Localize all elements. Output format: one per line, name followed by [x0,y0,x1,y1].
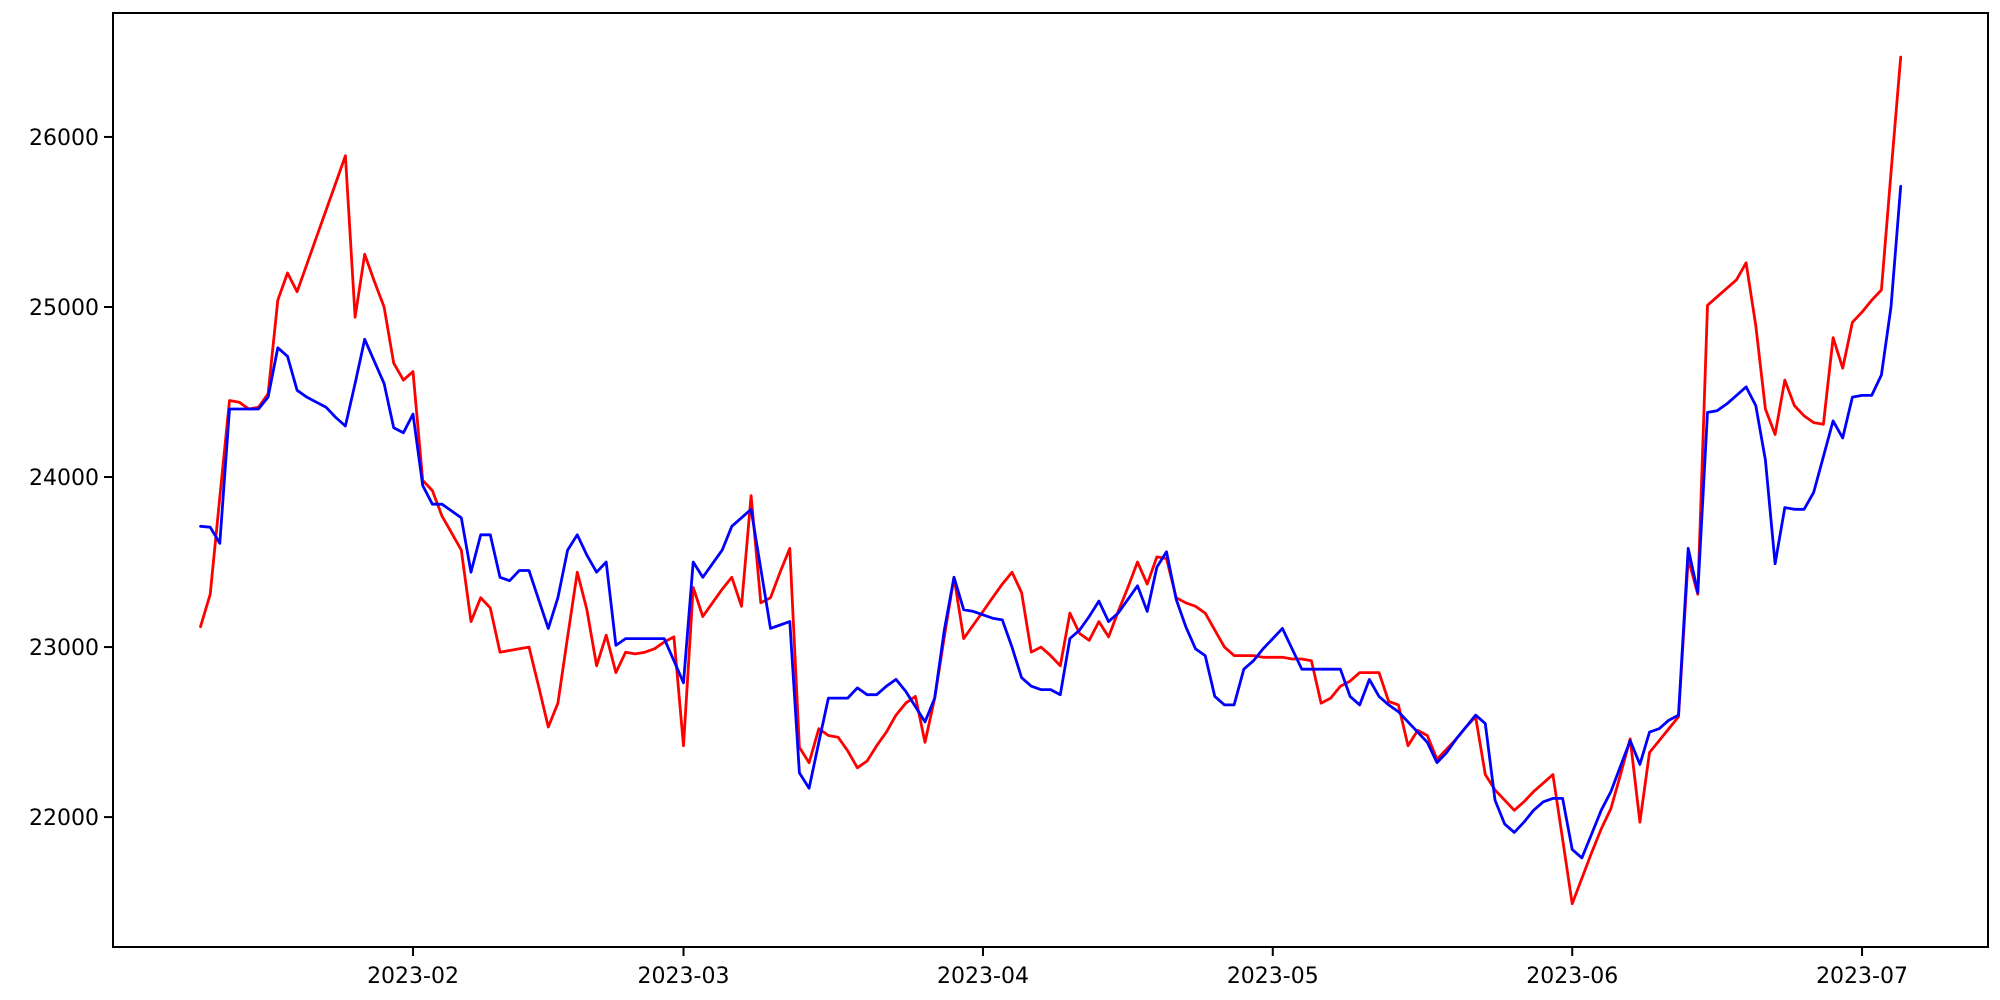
x-tick-label: 2023-05 [1227,964,1319,989]
x-tick-label: 2023-02 [367,964,459,989]
red-series-line [199,55,1903,906]
y-tick-label: 25000 [29,296,99,321]
x-tick-label: 2023-07 [1816,964,1908,989]
plot-border [112,12,1989,948]
x-tick-label: 2023-06 [1526,964,1618,989]
y-tick-label: 24000 [29,466,99,491]
x-tick-label: 2023-03 [638,964,730,989]
x-tick-label: 2023-04 [937,964,1029,989]
y-tick-label: 22000 [29,806,99,831]
y-tick-label: 26000 [29,126,99,151]
y-tick-label: 23000 [29,636,99,661]
blue-series-line [199,184,1903,860]
